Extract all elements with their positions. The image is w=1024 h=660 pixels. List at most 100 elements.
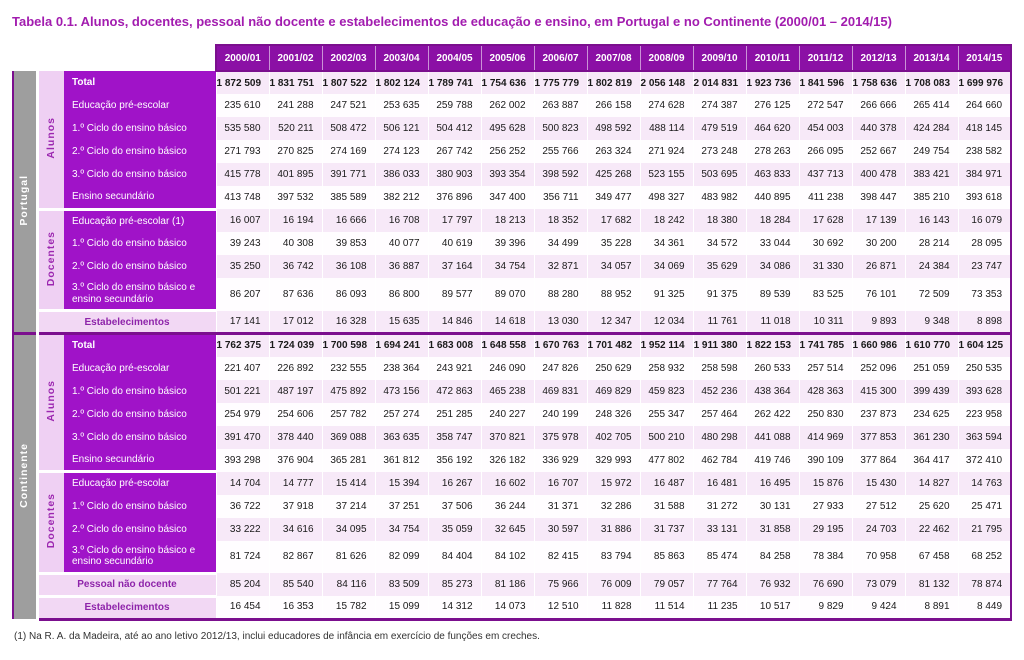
- data-cell: 85 273: [427, 573, 482, 597]
- data-cell: 18 380: [692, 209, 747, 233]
- table-row: 2.º Ciclo do ensino básico 254 979 254 606…: [13, 402, 1013, 426]
- year-header: 2008/09: [639, 44, 694, 73]
- data-cell: 28 095: [957, 232, 1013, 256]
- row-label: 1.º Ciclo do ensino básico: [64, 117, 217, 141]
- row-label: 2.º Ciclo do ensino básico: [64, 255, 217, 279]
- data-cell: 262 422: [745, 402, 800, 426]
- year-header: 2005/06: [480, 44, 535, 73]
- data-cell: 274 169: [321, 140, 376, 164]
- row-label: 1.º Ciclo do ensino básico: [64, 379, 217, 403]
- data-cell: 86 093: [321, 278, 376, 311]
- data-cell: 81 186: [480, 573, 535, 597]
- data-cell: 18 213: [480, 209, 535, 233]
- data-cell: 1 660 986: [851, 332, 906, 357]
- table-row: Ensino secundário 393 298 376 904 365 281 36…: [13, 448, 1013, 472]
- data-cell: 1 831 751: [268, 71, 323, 95]
- data-cell: 243 921: [427, 356, 482, 380]
- data-cell: 469 829: [586, 379, 641, 403]
- data-cell: 535 580: [215, 117, 270, 141]
- data-cell: 266 095: [798, 140, 853, 164]
- data-cell: 255 347: [639, 402, 694, 426]
- data-cell: 16 495: [745, 471, 800, 495]
- data-cell: 24 384: [904, 255, 959, 279]
- data-cell: 380 903: [427, 163, 482, 187]
- table-row: 3.º Ciclo do ensino básico e ensino secu…: [13, 278, 1013, 311]
- data-cell: 17 682: [586, 209, 641, 233]
- data-cell: 30 692: [798, 232, 853, 256]
- data-cell: 34 499: [533, 232, 588, 256]
- data-cell: 1 694 241: [374, 332, 429, 357]
- subgroup-label: Alunos: [37, 71, 64, 210]
- data-cell: 376 904: [268, 448, 323, 472]
- data-cell: 14 073: [480, 596, 535, 621]
- data-cell: 39 396: [480, 232, 535, 256]
- data-cell: 464 620: [745, 117, 800, 141]
- data-cell: 252 096: [851, 356, 906, 380]
- data-cell: 415 778: [215, 163, 270, 187]
- data-cell: 259 788: [427, 94, 482, 118]
- data-cell: 1 841 596: [798, 71, 853, 95]
- year-header: 2002/03: [321, 44, 376, 73]
- table-row: Estabelecimentos 16 454 16 353 15 782 15 099…: [13, 594, 1013, 621]
- data-cell: 263 324: [586, 140, 641, 164]
- data-cell: 223 958: [957, 402, 1013, 426]
- data-cell: 385 589: [321, 186, 376, 210]
- data-cell: 34 086: [745, 255, 800, 279]
- data-cell: 336 929: [533, 448, 588, 472]
- data-cell: 278 263: [745, 140, 800, 164]
- data-cell: 440 378: [851, 117, 906, 141]
- data-cell: 254 606: [268, 402, 323, 426]
- data-cell: 237 873: [851, 402, 906, 426]
- data-cell: 16 487: [639, 471, 694, 495]
- data-cell: 15 430: [851, 471, 906, 495]
- data-cell: 16 708: [374, 209, 429, 233]
- data-cell: 40 077: [374, 232, 429, 256]
- data-cell: 265 414: [904, 94, 959, 118]
- data-cell: 14 763: [957, 471, 1013, 495]
- data-cell: 11 018: [745, 310, 800, 334]
- table-row: 1.º Ciclo do ensino básico 501 221 487 197…: [13, 379, 1013, 403]
- year-header: 2001/02: [268, 44, 323, 73]
- data-cell: 463 833: [745, 163, 800, 187]
- corner-cell: [13, 45, 216, 71]
- data-cell: 15 099: [374, 596, 429, 621]
- data-cell: 1 802 124: [374, 71, 429, 95]
- data-cell: 272 547: [798, 94, 853, 118]
- data-cell: 16 267: [427, 471, 482, 495]
- data-cell: 273 248: [692, 140, 747, 164]
- data-cell: 441 088: [745, 425, 800, 449]
- data-cell: 246 090: [480, 356, 535, 380]
- data-cell: 27 512: [851, 494, 906, 518]
- data-cell: 363 594: [957, 425, 1013, 449]
- data-cell: 17 012: [268, 310, 323, 334]
- row-label: Ensino secundário: [64, 448, 217, 472]
- row-label: Educação pré-escolar: [64, 470, 217, 495]
- data-cell: 81 724: [215, 540, 270, 574]
- data-cell: 1 754 636: [480, 71, 535, 95]
- data-cell: 428 363: [798, 379, 853, 403]
- data-cell: 411 238: [798, 186, 853, 210]
- data-cell: 276 125: [745, 94, 800, 118]
- subgroup-label: Alunos: [37, 332, 64, 472]
- year-header: 2010/11: [745, 44, 800, 73]
- data-cell: 438 364: [745, 379, 800, 403]
- data-cell: 22 462: [904, 517, 959, 541]
- data-cell: 29 195: [798, 517, 853, 541]
- data-cell: 36 244: [480, 494, 535, 518]
- data-cell: 9 829: [798, 596, 853, 621]
- table-row: 1.º Ciclo do ensino básico 36 722 37 918 37…: [13, 494, 1013, 518]
- row-label: 2.º Ciclo do ensino básico: [64, 517, 217, 541]
- data-cell: 376 896: [427, 186, 482, 210]
- data-cell: 82 867: [268, 540, 323, 574]
- data-cell: 257 782: [321, 402, 376, 426]
- data-cell: 267 742: [427, 140, 482, 164]
- data-cell: 11 235: [692, 596, 747, 621]
- data-cell: 257 514: [798, 356, 853, 380]
- page: Tabela 0.1. Alunos, docentes, pessoal nã…: [12, 14, 1013, 642]
- data-cell: 31 272: [692, 494, 747, 518]
- year-header: 2004/05: [427, 44, 482, 73]
- table-row: Educação pré-escolar 235 610 241 288 247 52…: [13, 94, 1013, 118]
- data-cell: 37 164: [427, 255, 482, 279]
- data-cell: 16 007: [215, 209, 270, 233]
- data-cell: 9 348: [904, 310, 959, 334]
